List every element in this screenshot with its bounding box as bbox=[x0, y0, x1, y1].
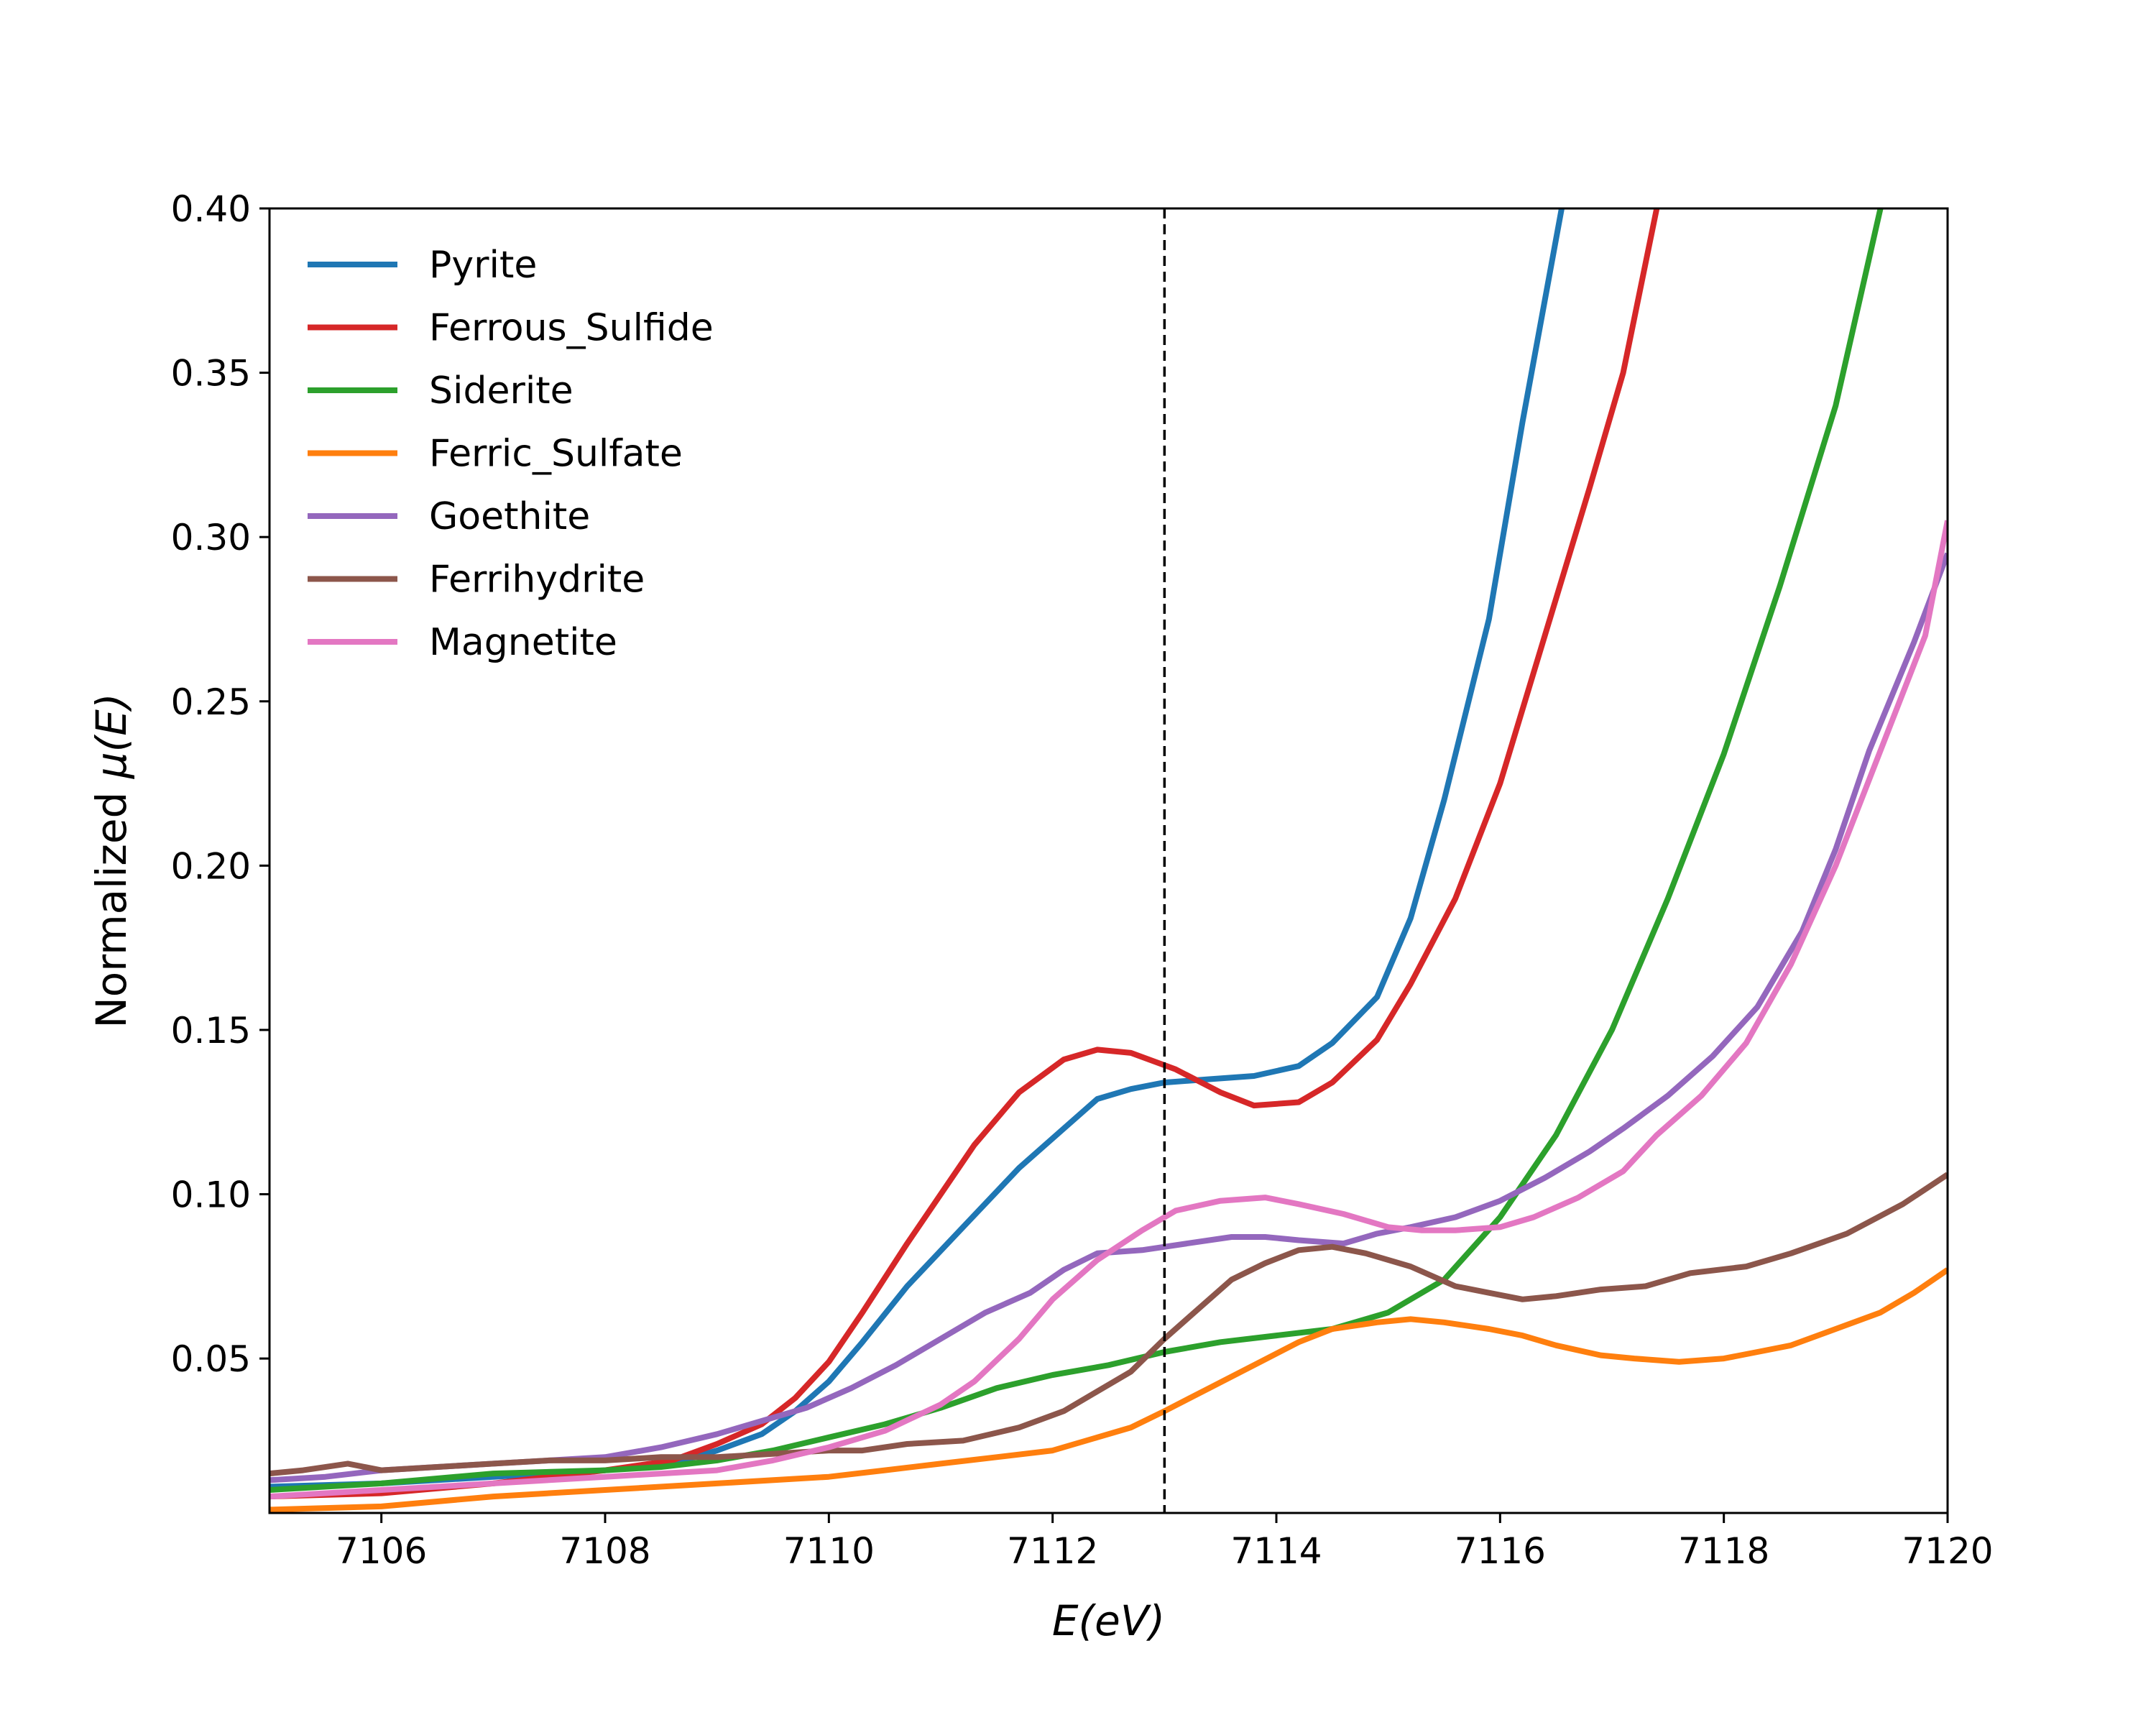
y-tick-label: 0.40 bbox=[171, 188, 251, 230]
y-axis: 0.05 0.10 0.15 0.20 0.25 0.30 0.35 0.40 bbox=[171, 188, 270, 1380]
x-axis-label: E(eV) bbox=[1052, 1596, 1165, 1645]
legend-label-ferrous-sulfide: Ferrous_Sulfide bbox=[429, 307, 714, 350]
x-tick-label: 7120 bbox=[1902, 1530, 1993, 1572]
y-tick-label: 0.25 bbox=[171, 681, 251, 723]
plot-frame bbox=[268, 207, 1949, 1514]
y-tick-label: 0.20 bbox=[171, 845, 251, 887]
legend-label-ferric-sulfate: Ferric_Sulfate bbox=[429, 433, 683, 476]
y-tick-label: 0.05 bbox=[171, 1338, 251, 1380]
x-tick-label: 7108 bbox=[559, 1530, 650, 1572]
series-line-goethite bbox=[270, 552, 1948, 1484]
legend-label-goethite: Goethite bbox=[429, 495, 590, 538]
y-tick-label: 0.35 bbox=[171, 353, 251, 395]
x-tick-label: 7114 bbox=[1230, 1530, 1322, 1572]
series-line-ferric-sulfate bbox=[270, 1267, 1948, 1513]
series-line-magnetite bbox=[270, 520, 1948, 1500]
y-axis-label-suffix: (E) bbox=[87, 693, 136, 752]
x-tick-label: 7110 bbox=[783, 1530, 875, 1572]
legend-label-siderite: Siderite bbox=[429, 369, 573, 413]
series-line-ferrous-sulfide bbox=[270, 208, 1660, 1500]
y-tick-label: 0.30 bbox=[171, 517, 251, 558]
y-axis-label: Normalized μ(E) bbox=[87, 693, 136, 1028]
x-axis: 7106 7108 7110 7112 7114 7116 7118 7120 bbox=[336, 1513, 1994, 1572]
x-axis-label-main: E bbox=[1052, 1596, 1079, 1645]
legend-label-magnetite: Magnetite bbox=[429, 621, 617, 664]
legend: Pyrite Ferrous_Sulfide Siderite Ferric_Sulf… bbox=[308, 244, 714, 664]
x-tick-label: 7106 bbox=[336, 1530, 427, 1572]
x-tick-label: 7116 bbox=[1455, 1530, 1546, 1572]
x-tick-label: 7118 bbox=[1678, 1530, 1769, 1572]
x-axis-label-unit: (eV) bbox=[1079, 1596, 1166, 1645]
legend-label-ferrihydrite: Ferrihydrite bbox=[429, 558, 645, 602]
y-axis-label-mu: μ bbox=[87, 752, 136, 779]
legend-label-pyrite: Pyrite bbox=[429, 244, 537, 287]
y-tick-label: 0.10 bbox=[171, 1174, 251, 1216]
y-tick-label: 0.15 bbox=[171, 1010, 251, 1052]
y-axis-label-prefix: Normalized bbox=[87, 778, 136, 1028]
x-tick-label: 7112 bbox=[1007, 1530, 1098, 1572]
